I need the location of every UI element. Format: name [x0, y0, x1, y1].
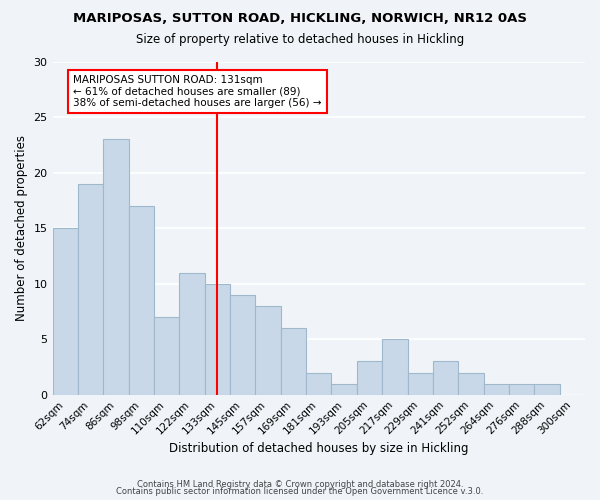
Text: Contains public sector information licensed under the Open Government Licence v.: Contains public sector information licen…	[116, 487, 484, 496]
Bar	[128, 206, 154, 394]
Bar	[382, 339, 407, 394]
Bar	[78, 184, 103, 394]
Bar	[433, 362, 458, 394]
Bar	[458, 372, 484, 394]
Bar	[281, 328, 306, 394]
Text: MARIPOSAS, SUTTON ROAD, HICKLING, NORWICH, NR12 0AS: MARIPOSAS, SUTTON ROAD, HICKLING, NORWIC…	[73, 12, 527, 26]
Bar	[103, 140, 128, 394]
Y-axis label: Number of detached properties: Number of detached properties	[15, 135, 28, 321]
Bar	[230, 295, 256, 394]
Bar	[534, 384, 560, 394]
Bar	[306, 372, 331, 394]
Bar	[357, 362, 382, 394]
Text: Contains HM Land Registry data © Crown copyright and database right 2024.: Contains HM Land Registry data © Crown c…	[137, 480, 463, 489]
Bar	[484, 384, 509, 394]
Text: Size of property relative to detached houses in Hickling: Size of property relative to detached ho…	[136, 32, 464, 46]
Bar	[154, 317, 179, 394]
Bar	[407, 372, 433, 394]
Bar	[256, 306, 281, 394]
Text: MARIPOSAS SUTTON ROAD: 131sqm
← 61% of detached houses are smaller (89)
38% of s: MARIPOSAS SUTTON ROAD: 131sqm ← 61% of d…	[73, 75, 322, 108]
Bar	[509, 384, 534, 394]
Bar	[179, 272, 205, 394]
Bar	[205, 284, 230, 395]
Bar	[53, 228, 78, 394]
X-axis label: Distribution of detached houses by size in Hickling: Distribution of detached houses by size …	[169, 442, 469, 455]
Bar	[331, 384, 357, 394]
